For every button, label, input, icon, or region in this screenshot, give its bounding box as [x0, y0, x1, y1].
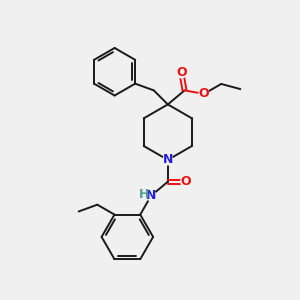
Text: O: O	[176, 66, 187, 80]
Circle shape	[199, 89, 209, 99]
Text: O: O	[199, 87, 209, 101]
Circle shape	[176, 68, 186, 78]
Circle shape	[163, 155, 173, 165]
Text: N: N	[146, 189, 156, 202]
Text: O: O	[180, 175, 191, 188]
Text: N: N	[163, 153, 173, 167]
Circle shape	[181, 177, 190, 187]
Circle shape	[146, 191, 156, 201]
Text: H: H	[139, 188, 149, 201]
